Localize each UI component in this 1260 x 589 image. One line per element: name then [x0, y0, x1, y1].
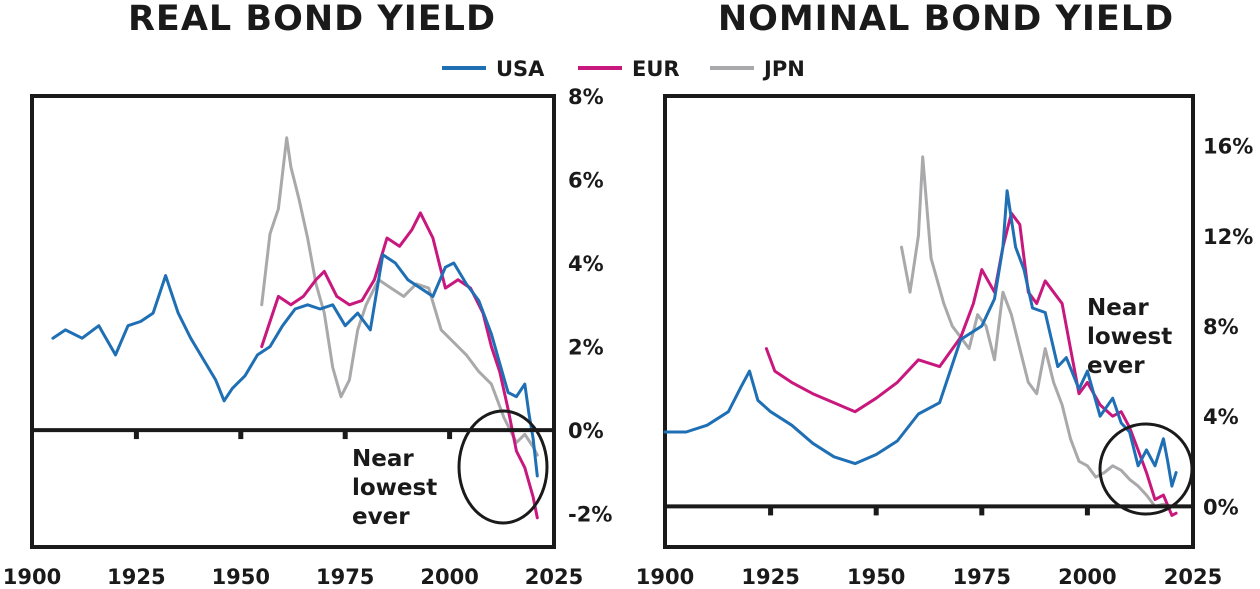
legend-label-jpn: JPN — [762, 57, 805, 81]
real-x-tick-label-2025: 2025 — [525, 565, 583, 589]
real-y-tick-label-5: -2% — [568, 503, 612, 527]
nominal-annotation-line-3: ever — [1087, 353, 1145, 379]
nominal-y-tick-label-1: 12% — [1203, 225, 1253, 249]
real-lowest-circle — [457, 409, 549, 525]
real-y-tick-label-4: 0% — [568, 419, 604, 443]
real-x-tick-label-1900: 1900 — [3, 565, 61, 589]
real-x-ticks: 1900 1925 1950 1975 2000 2025 — [3, 430, 583, 589]
legend-label-eur: EUR — [632, 57, 680, 81]
nominal-annotation-line-1: Near — [1087, 295, 1149, 321]
nominal-y-tick-label-4: 0% — [1203, 495, 1239, 519]
nominal-series-group — [663, 155, 1178, 517]
real-y-ticks: 8% 6% 4% 2% 0% -2% — [568, 85, 612, 527]
nominal-y-tick-label-3: 4% — [1203, 405, 1239, 429]
nominal-x-tick-label-1950: 1950 — [847, 565, 905, 589]
nominal-annotation-line-2: lowest — [1087, 324, 1172, 350]
nominal-y-tick-label-0: 16% — [1203, 135, 1253, 159]
real-chart-frame — [30, 94, 556, 549]
real-x-tick-label-1925: 1925 — [107, 565, 165, 589]
real-annotation-line-2: lowest — [352, 475, 437, 501]
real-y-tick-label-2: 4% — [568, 252, 604, 276]
real-bond-yield-chart: 1900 1925 1950 1975 2000 2025 8% 6% 4% 2% 0% -2% N… — [3, 85, 613, 589]
real-series-eur-line — [260, 211, 539, 520]
nominal-y-ticks: 16% 12% 8% 4% 0% — [1203, 135, 1253, 520]
nominal-x-ticks: 1900 1925 1950 1975 2000 2025 — [636, 506, 1222, 589]
real-annotation-line-3: ever — [352, 504, 410, 530]
nominal-series-jpn-line — [900, 155, 1178, 508]
nominal-y-tick-label-2: 8% — [1203, 315, 1239, 339]
real-series-usa-line — [51, 253, 539, 478]
real-y-tick-label-1: 6% — [568, 169, 604, 193]
real-x-tick-label-1950: 1950 — [212, 565, 270, 589]
real-annotation-line-1: Near — [352, 446, 414, 472]
legend-label-usa: USA — [496, 57, 545, 81]
legend: USA EUR JPN — [442, 57, 805, 81]
real-y-tick-label-3: 2% — [568, 336, 604, 360]
nominal-series-usa-line — [663, 189, 1178, 488]
real-x-tick-label-1975: 1975 — [316, 565, 374, 589]
nominal-x-tick-label-2000: 2000 — [1058, 565, 1116, 589]
nominal-x-tick-label-1975: 1975 — [953, 565, 1011, 589]
nominal-bond-yield-title: NOMINAL BOND YIELD — [718, 0, 1174, 39]
nominal-x-tick-label-1925: 1925 — [741, 565, 799, 589]
nominal-lowest-circle — [1098, 422, 1194, 516]
nominal-chart-frame — [663, 94, 1195, 549]
real-x-tick-label-2000: 2000 — [420, 565, 478, 589]
nominal-x-tick-label-1900: 1900 — [636, 565, 694, 589]
nominal-x-tick-label-2025: 2025 — [1164, 565, 1222, 589]
real-bond-yield-title: REAL BOND YIELD — [128, 0, 496, 39]
real-series-group — [51, 136, 539, 520]
nominal-bond-yield-chart: 1900 1925 1950 1975 2000 2025 16% 12% 8% 4% 0% Ne… — [636, 94, 1253, 589]
real-y-tick-label-0: 8% — [568, 85, 604, 109]
